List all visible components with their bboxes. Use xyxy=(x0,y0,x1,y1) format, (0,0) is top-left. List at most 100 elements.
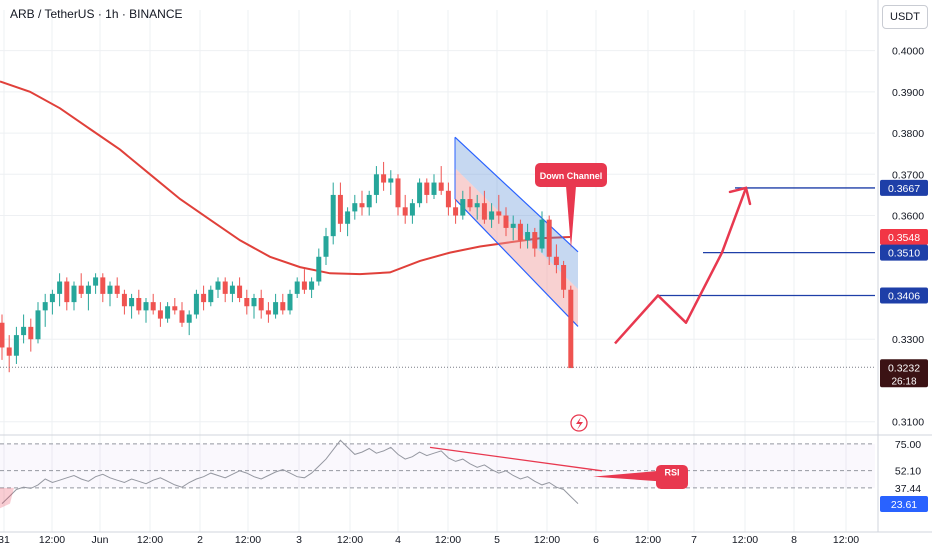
candle xyxy=(280,293,286,315)
candle xyxy=(165,302,171,323)
candle-body xyxy=(28,326,34,340)
candle xyxy=(179,302,185,327)
candle xyxy=(345,207,351,237)
axes: 0.4000 0.3900 0.3800 0.3700 0.3600 0.3300 0.31… xyxy=(0,46,924,546)
candle xyxy=(453,199,459,224)
moving-average-line xyxy=(0,80,571,276)
candle xyxy=(395,174,401,216)
candle xyxy=(215,277,221,298)
moving-average xyxy=(0,80,571,276)
candle-body xyxy=(258,298,264,311)
candle xyxy=(460,190,466,220)
candle-body xyxy=(474,203,480,208)
rsi-divergence-line xyxy=(429,446,603,472)
time-tick-label: 7 xyxy=(691,534,697,546)
candle-body xyxy=(114,285,120,294)
candle xyxy=(172,298,178,315)
candle-body xyxy=(157,310,163,319)
candle xyxy=(186,310,192,336)
candle xyxy=(474,194,480,220)
chart-title: ARB / TetherUS · 1h · BINANCE xyxy=(10,7,183,21)
candle xyxy=(316,248,322,286)
candle-body xyxy=(136,298,142,311)
rsi-current-text: 23.61 xyxy=(891,499,917,511)
candle-body xyxy=(121,293,127,307)
lightning-icon-bolt xyxy=(576,417,583,430)
candle xyxy=(150,293,156,315)
rsi-tick-label: 37.44 xyxy=(895,483,921,495)
candle-body xyxy=(337,194,343,224)
candle-body xyxy=(481,203,487,220)
candle xyxy=(157,302,163,327)
candle-body xyxy=(417,182,423,204)
candle-body xyxy=(129,298,135,307)
price-label-text: 0.3548 xyxy=(888,232,920,244)
candle xyxy=(337,182,343,233)
candles xyxy=(0,161,574,373)
candle-body xyxy=(273,302,279,315)
candle xyxy=(6,335,12,373)
candle xyxy=(13,326,19,364)
candle-body xyxy=(445,190,451,208)
candle-body xyxy=(165,306,171,319)
time-tick-label: 12:00 xyxy=(337,534,363,546)
candle xyxy=(258,289,264,319)
rsi-line xyxy=(1,439,579,504)
time-tick-label: 6 xyxy=(593,534,599,546)
candle-body xyxy=(71,285,77,303)
candle-body xyxy=(467,199,473,208)
lightning-icon[interactable] xyxy=(570,414,588,432)
candle-body xyxy=(395,178,401,208)
horizontal-levels xyxy=(0,187,875,368)
candle xyxy=(330,182,336,245)
candle-body xyxy=(143,302,149,311)
candle xyxy=(28,318,34,352)
candle-body xyxy=(431,182,437,195)
grid xyxy=(0,0,932,533)
countdown-text: 26:18 xyxy=(891,376,916,387)
candle xyxy=(525,223,531,249)
price-tick-label: 0.3600 xyxy=(892,211,924,223)
candle-body xyxy=(57,281,63,294)
candle xyxy=(107,281,113,307)
candle-body xyxy=(208,289,214,303)
price-tick-label: 0.3800 xyxy=(892,128,924,140)
candle xyxy=(381,161,387,191)
currency-button[interactable]: USDT xyxy=(882,5,928,29)
candle-body xyxy=(453,207,459,216)
candle xyxy=(553,244,559,274)
time-tick-label: 12:00 xyxy=(39,534,65,546)
rsi-current-label: 23.61 xyxy=(880,496,928,513)
candle-body xyxy=(35,310,41,340)
candle xyxy=(21,314,27,344)
candle xyxy=(366,190,372,216)
candle xyxy=(489,203,495,228)
candle xyxy=(481,190,487,224)
time-tick-label: 31 xyxy=(0,534,10,546)
channel-upper-line xyxy=(454,136,579,253)
price-label-box xyxy=(880,359,928,388)
candle-body xyxy=(438,182,444,191)
candle-body xyxy=(193,293,199,315)
channel-lower-line xyxy=(454,198,579,327)
time-tick-label: 12:00 xyxy=(235,534,261,546)
candle-body xyxy=(345,211,351,224)
price-label: 0.3510 xyxy=(880,244,928,261)
price-label: 0.3406 xyxy=(880,287,928,304)
candle-body xyxy=(424,182,430,195)
candle-body xyxy=(201,293,207,303)
rsi-callout-label: RSI xyxy=(664,467,679,477)
candle-body xyxy=(309,281,315,290)
time-tick-label: 12:00 xyxy=(137,534,163,546)
candle xyxy=(373,166,379,204)
down-channel-label: Down Channel xyxy=(540,171,603,181)
candle-body xyxy=(561,265,567,290)
candle xyxy=(561,260,567,298)
candle xyxy=(417,178,423,208)
candle-body xyxy=(6,347,12,356)
candle-body xyxy=(352,203,358,212)
price-labels: 0.3667 0.3548 0.3510 0.3406 0.3232 26:18 23.61 xyxy=(880,179,928,513)
candle xyxy=(309,277,315,298)
